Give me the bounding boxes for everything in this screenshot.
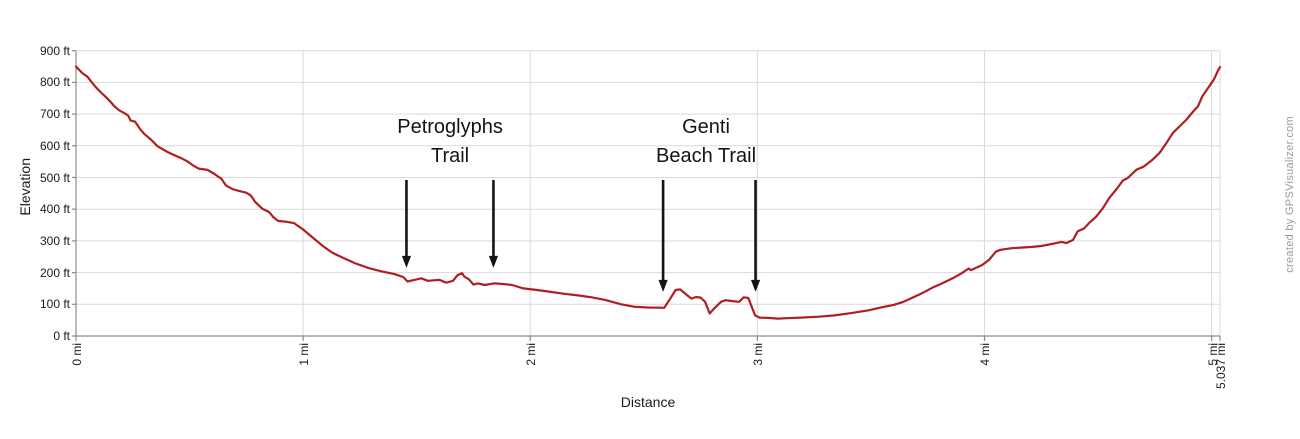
x-tick-label: 4 mi xyxy=(978,343,993,366)
y-tick-label: 0 ft xyxy=(53,329,70,343)
annotation-genti-beach-trail: Genti Beach Trail xyxy=(656,113,756,171)
y-axis-title: Elevation xyxy=(17,158,33,216)
y-tick-label: 800 ft xyxy=(39,75,70,90)
x-axis-title: Distance xyxy=(620,394,676,410)
watermark-credit: created by GPSVisualizer.com xyxy=(1284,116,1296,273)
y-tick-label: 500 ft xyxy=(39,170,70,185)
x-tick-label: 3 mi xyxy=(751,343,766,366)
annotation-line: Beach Trail xyxy=(655,145,757,167)
annotation-petroglyphs-trail: Petroglyphs Trail xyxy=(397,113,503,171)
annotation-arrow-head-icon xyxy=(658,279,668,292)
x-tick-label: 5.037 mi xyxy=(1214,343,1228,390)
y-tick-label: 200 ft xyxy=(39,265,70,280)
y-tick-label: 300 ft xyxy=(39,233,70,248)
annotation-arrow-head-icon xyxy=(488,255,499,268)
x-tick-label: 1 mi xyxy=(297,343,312,366)
y-tick-label: 100 ft xyxy=(39,297,70,312)
x-tick-label: 0 mi xyxy=(70,343,84,366)
annotation-arrow-head-icon xyxy=(401,255,412,268)
annotation-arrow-head-icon xyxy=(750,279,761,292)
annotation-line: Petroglyphs xyxy=(397,116,503,138)
y-tick-label: 900 ft xyxy=(39,43,70,58)
y-tick-label: 400 ft xyxy=(39,202,70,217)
x-tick-label: 2 mi xyxy=(524,343,539,366)
annotation-line: Genti xyxy=(682,116,730,138)
y-tick-label: 600 ft xyxy=(39,138,70,153)
annotation-line: Trail xyxy=(430,145,470,167)
y-tick-label: 700 ft xyxy=(39,107,70,122)
elevation-profile-line xyxy=(74,65,1222,320)
